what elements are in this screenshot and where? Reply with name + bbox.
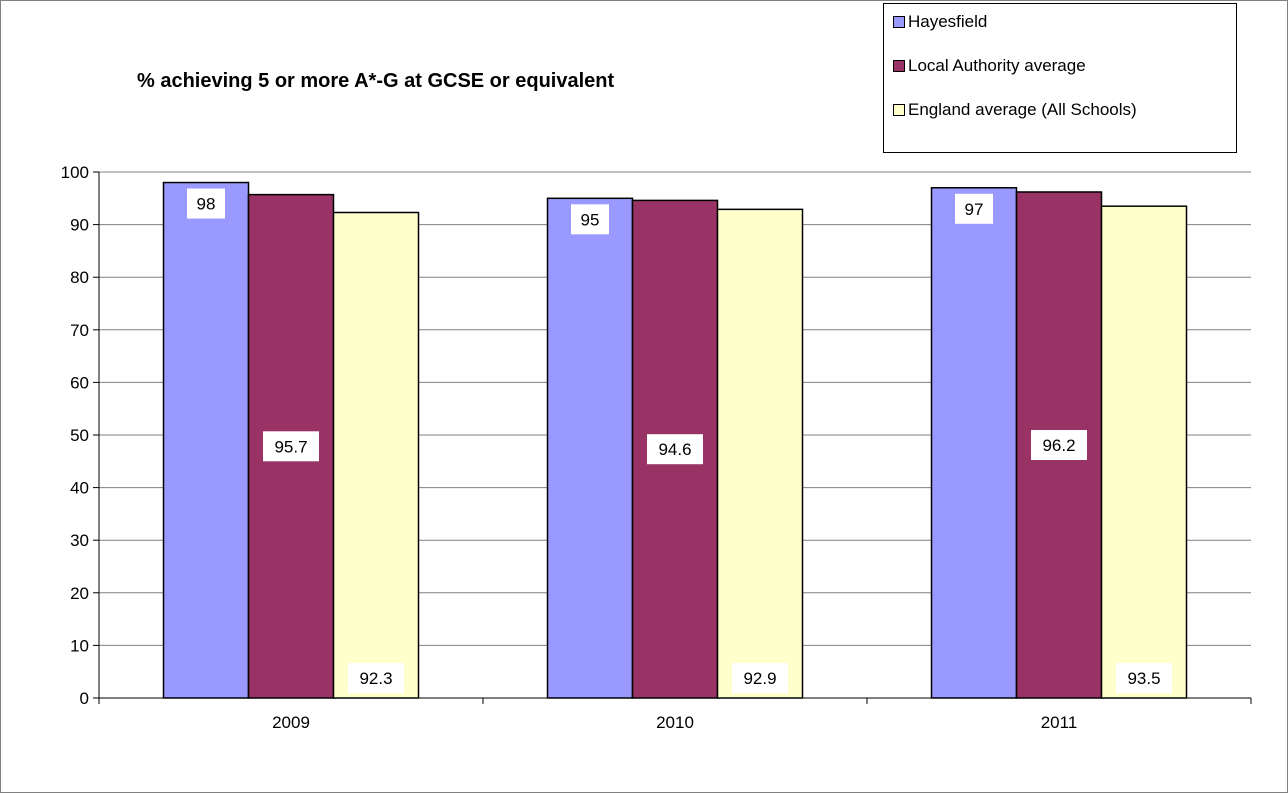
x-tick-label: 2011 [1041, 713, 1078, 732]
legend-item-local-authority: Local Authority average [893, 56, 1086, 76]
data-label-box [1116, 663, 1172, 693]
data-label: 92.3 [359, 669, 392, 688]
y-tick-label: 100 [61, 163, 89, 182]
legend-label-england: England average (All Schools) [908, 100, 1137, 119]
x-tick-label: 2009 [272, 713, 310, 732]
bar [930, 187, 1018, 699]
legend-item-england: England average (All Schools) [893, 100, 1137, 120]
bar [716, 208, 804, 699]
data-label: 98 [197, 195, 216, 214]
data-label: 94.6 [658, 440, 691, 459]
legend-swatch-hayesfield [893, 16, 905, 28]
legend-label-local-authority: Local Authority average [908, 56, 1086, 75]
data-label: 95 [581, 210, 600, 229]
data-label-box [571, 204, 609, 235]
data-label: 92.9 [743, 669, 776, 688]
y-tick-label: 20 [70, 584, 89, 603]
data-label: 95.7 [274, 437, 307, 456]
legend-swatch-england [893, 104, 905, 116]
y-tick-label: 90 [70, 216, 89, 235]
legend-swatch-local-authority [893, 60, 905, 72]
data-label-box [187, 188, 225, 219]
bar [162, 181, 250, 699]
y-tick-label: 0 [80, 689, 89, 708]
legend-label-hayesfield: Hayesfield [908, 12, 988, 31]
data-label-box [732, 663, 788, 693]
y-tick-label: 80 [70, 268, 89, 287]
data-label-box [348, 663, 404, 693]
y-tick-label: 30 [70, 531, 89, 550]
data-label: 97 [965, 200, 984, 219]
bar [332, 211, 420, 699]
y-tick-label: 40 [70, 479, 89, 498]
data-label: 93.5 [1127, 669, 1160, 688]
data-label-box [955, 193, 993, 224]
bar [546, 197, 634, 699]
legend-item-hayesfield: Hayesfield [893, 12, 987, 32]
y-tick-label: 70 [70, 321, 89, 340]
data-label-box [263, 431, 319, 462]
y-tick-label: 60 [70, 373, 89, 392]
data-label-box [647, 434, 703, 465]
data-label: 96.2 [1042, 436, 1075, 455]
data-label-box [1031, 429, 1087, 460]
y-tick-label: 50 [70, 426, 89, 445]
x-tick-label: 2010 [656, 713, 694, 732]
bar [1100, 205, 1188, 699]
legend: Hayesfield Local Authority average Engla… [883, 3, 1237, 153]
y-tick-label: 10 [70, 636, 89, 655]
chart-title: % achieving 5 or more A*-G at GCSE or eq… [137, 70, 615, 92]
